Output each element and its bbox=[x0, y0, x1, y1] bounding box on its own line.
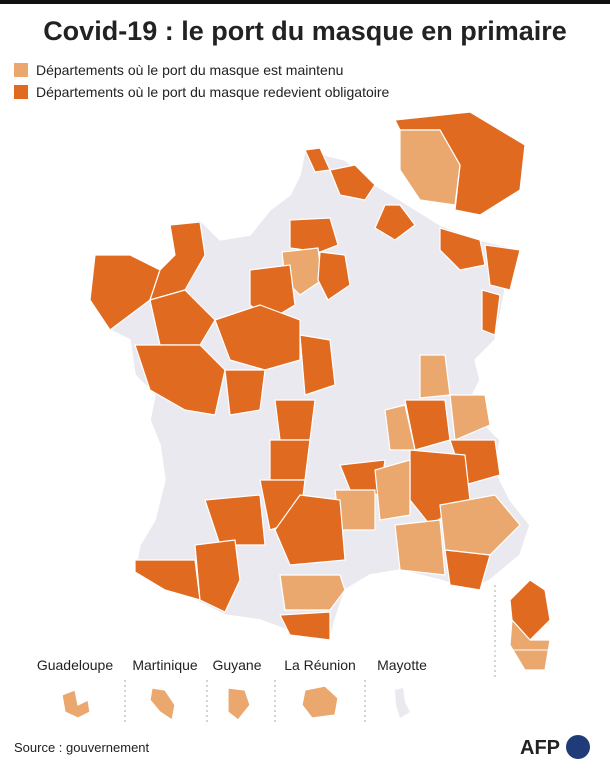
departments bbox=[89, 111, 551, 671]
island bbox=[149, 687, 176, 721]
legend-label: Départements où le port du masque redevi… bbox=[36, 84, 390, 100]
legend-swatch bbox=[14, 85, 28, 99]
department bbox=[214, 304, 301, 371]
department bbox=[439, 494, 521, 556]
department bbox=[134, 344, 226, 416]
island bbox=[395, 688, 410, 718]
department bbox=[194, 539, 241, 613]
department bbox=[399, 129, 461, 206]
overseas-label: Mayotte bbox=[377, 657, 427, 673]
overseas-label: Martinique bbox=[132, 657, 198, 673]
department bbox=[289, 217, 339, 253]
department bbox=[274, 494, 346, 566]
source: Source : gouvernement bbox=[14, 740, 150, 755]
department bbox=[299, 334, 336, 396]
island bbox=[301, 685, 339, 719]
department bbox=[394, 519, 446, 576]
department bbox=[149, 289, 216, 346]
department bbox=[439, 227, 486, 271]
department bbox=[444, 549, 491, 591]
department bbox=[419, 354, 451, 399]
logo-icon bbox=[566, 735, 590, 759]
department bbox=[374, 459, 411, 521]
logo: AFP bbox=[520, 737, 560, 759]
department bbox=[224, 369, 266, 416]
island bbox=[227, 687, 251, 721]
overseas: Guadeloupe Martinique Guyane La Réunion … bbox=[37, 657, 427, 725]
department bbox=[329, 164, 376, 201]
title: Covid-19 : le port du masque en primaire bbox=[43, 16, 567, 46]
overseas-label: La Réunion bbox=[284, 657, 356, 673]
department bbox=[279, 611, 331, 641]
overseas-label: Guyane bbox=[212, 657, 261, 673]
department bbox=[204, 494, 266, 546]
department bbox=[509, 619, 551, 671]
department bbox=[449, 394, 491, 441]
department bbox=[134, 559, 201, 601]
department bbox=[317, 251, 351, 301]
island bbox=[61, 689, 91, 719]
overseas-label: Guadeloupe bbox=[37, 657, 114, 673]
department bbox=[484, 244, 521, 291]
department bbox=[269, 439, 311, 481]
department bbox=[481, 289, 501, 336]
department bbox=[374, 204, 416, 241]
legend-swatch bbox=[14, 63, 28, 77]
top-rule bbox=[0, 0, 610, 4]
department bbox=[279, 574, 346, 611]
legend-label: Départements où le port du masque est ma… bbox=[36, 62, 343, 78]
department bbox=[274, 399, 316, 441]
